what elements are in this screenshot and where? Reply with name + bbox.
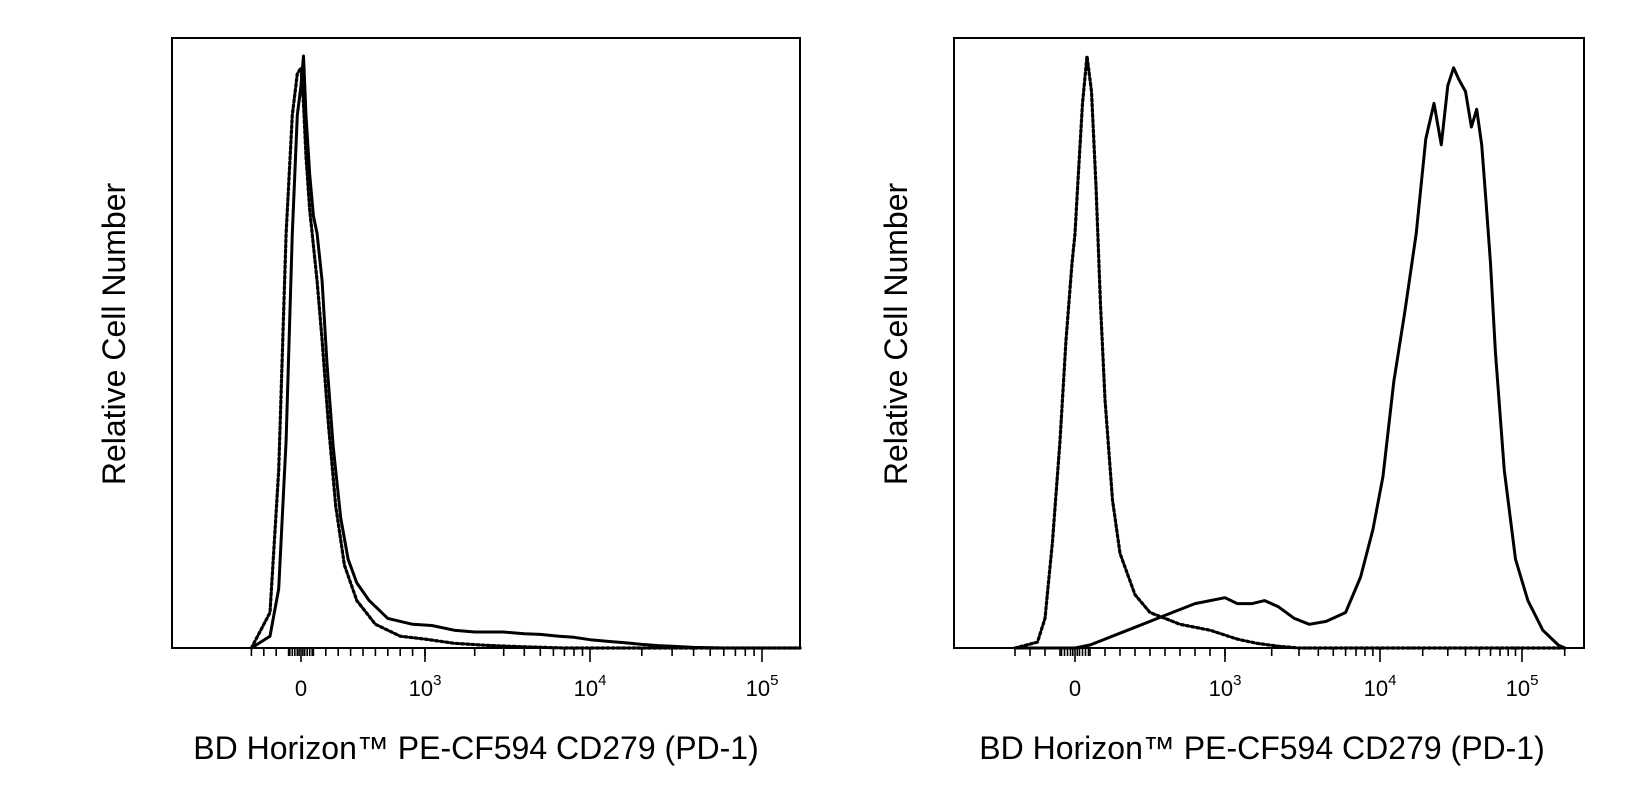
x-axis-tick-labels: 0 103 104 105 (295, 672, 779, 701)
x-tick-label: 104 (1364, 672, 1397, 701)
stained-histogram-line (1013, 66, 1567, 650)
x-tick-label: 103 (1209, 672, 1242, 701)
histogram-panel-right: Relative Cell Number 0 103 104 105 BD Horiz… (878, 37, 1585, 766)
x-tick-label: 0 (1069, 676, 1081, 701)
x-tick-label: 103 (409, 672, 442, 701)
x-tick-label: 105 (1506, 672, 1539, 701)
y-axis-label: Relative Cell Number (96, 182, 132, 485)
y-axis-label: Relative Cell Number (878, 182, 914, 485)
x-axis-ticks (250, 648, 763, 662)
histogram-panel-left: Relative Cell Number 0 103 104 105 BD Horiz… (96, 37, 802, 766)
x-axis-ticks (1014, 648, 1566, 662)
x-tick-label: 105 (746, 672, 779, 701)
histogram-curves (249, 54, 802, 650)
plot-frame (953, 37, 1585, 649)
x-axis-label: BD Horizon™ PE-CF594 CD279 (PD-1) (193, 730, 759, 766)
histogram-curves (1013, 54, 1567, 650)
x-tick-label: 0 (295, 676, 307, 701)
x-tick-label: 104 (574, 672, 607, 701)
plot-frame (171, 37, 801, 649)
control-histogram-line (249, 66, 802, 650)
control-histogram-line (1013, 54, 1567, 650)
x-axis-label: BD Horizon™ PE-CF594 CD279 (PD-1) (979, 730, 1545, 766)
x-axis-tick-labels: 0 103 104 105 (1069, 672, 1539, 701)
stained-histogram-line (249, 54, 802, 650)
